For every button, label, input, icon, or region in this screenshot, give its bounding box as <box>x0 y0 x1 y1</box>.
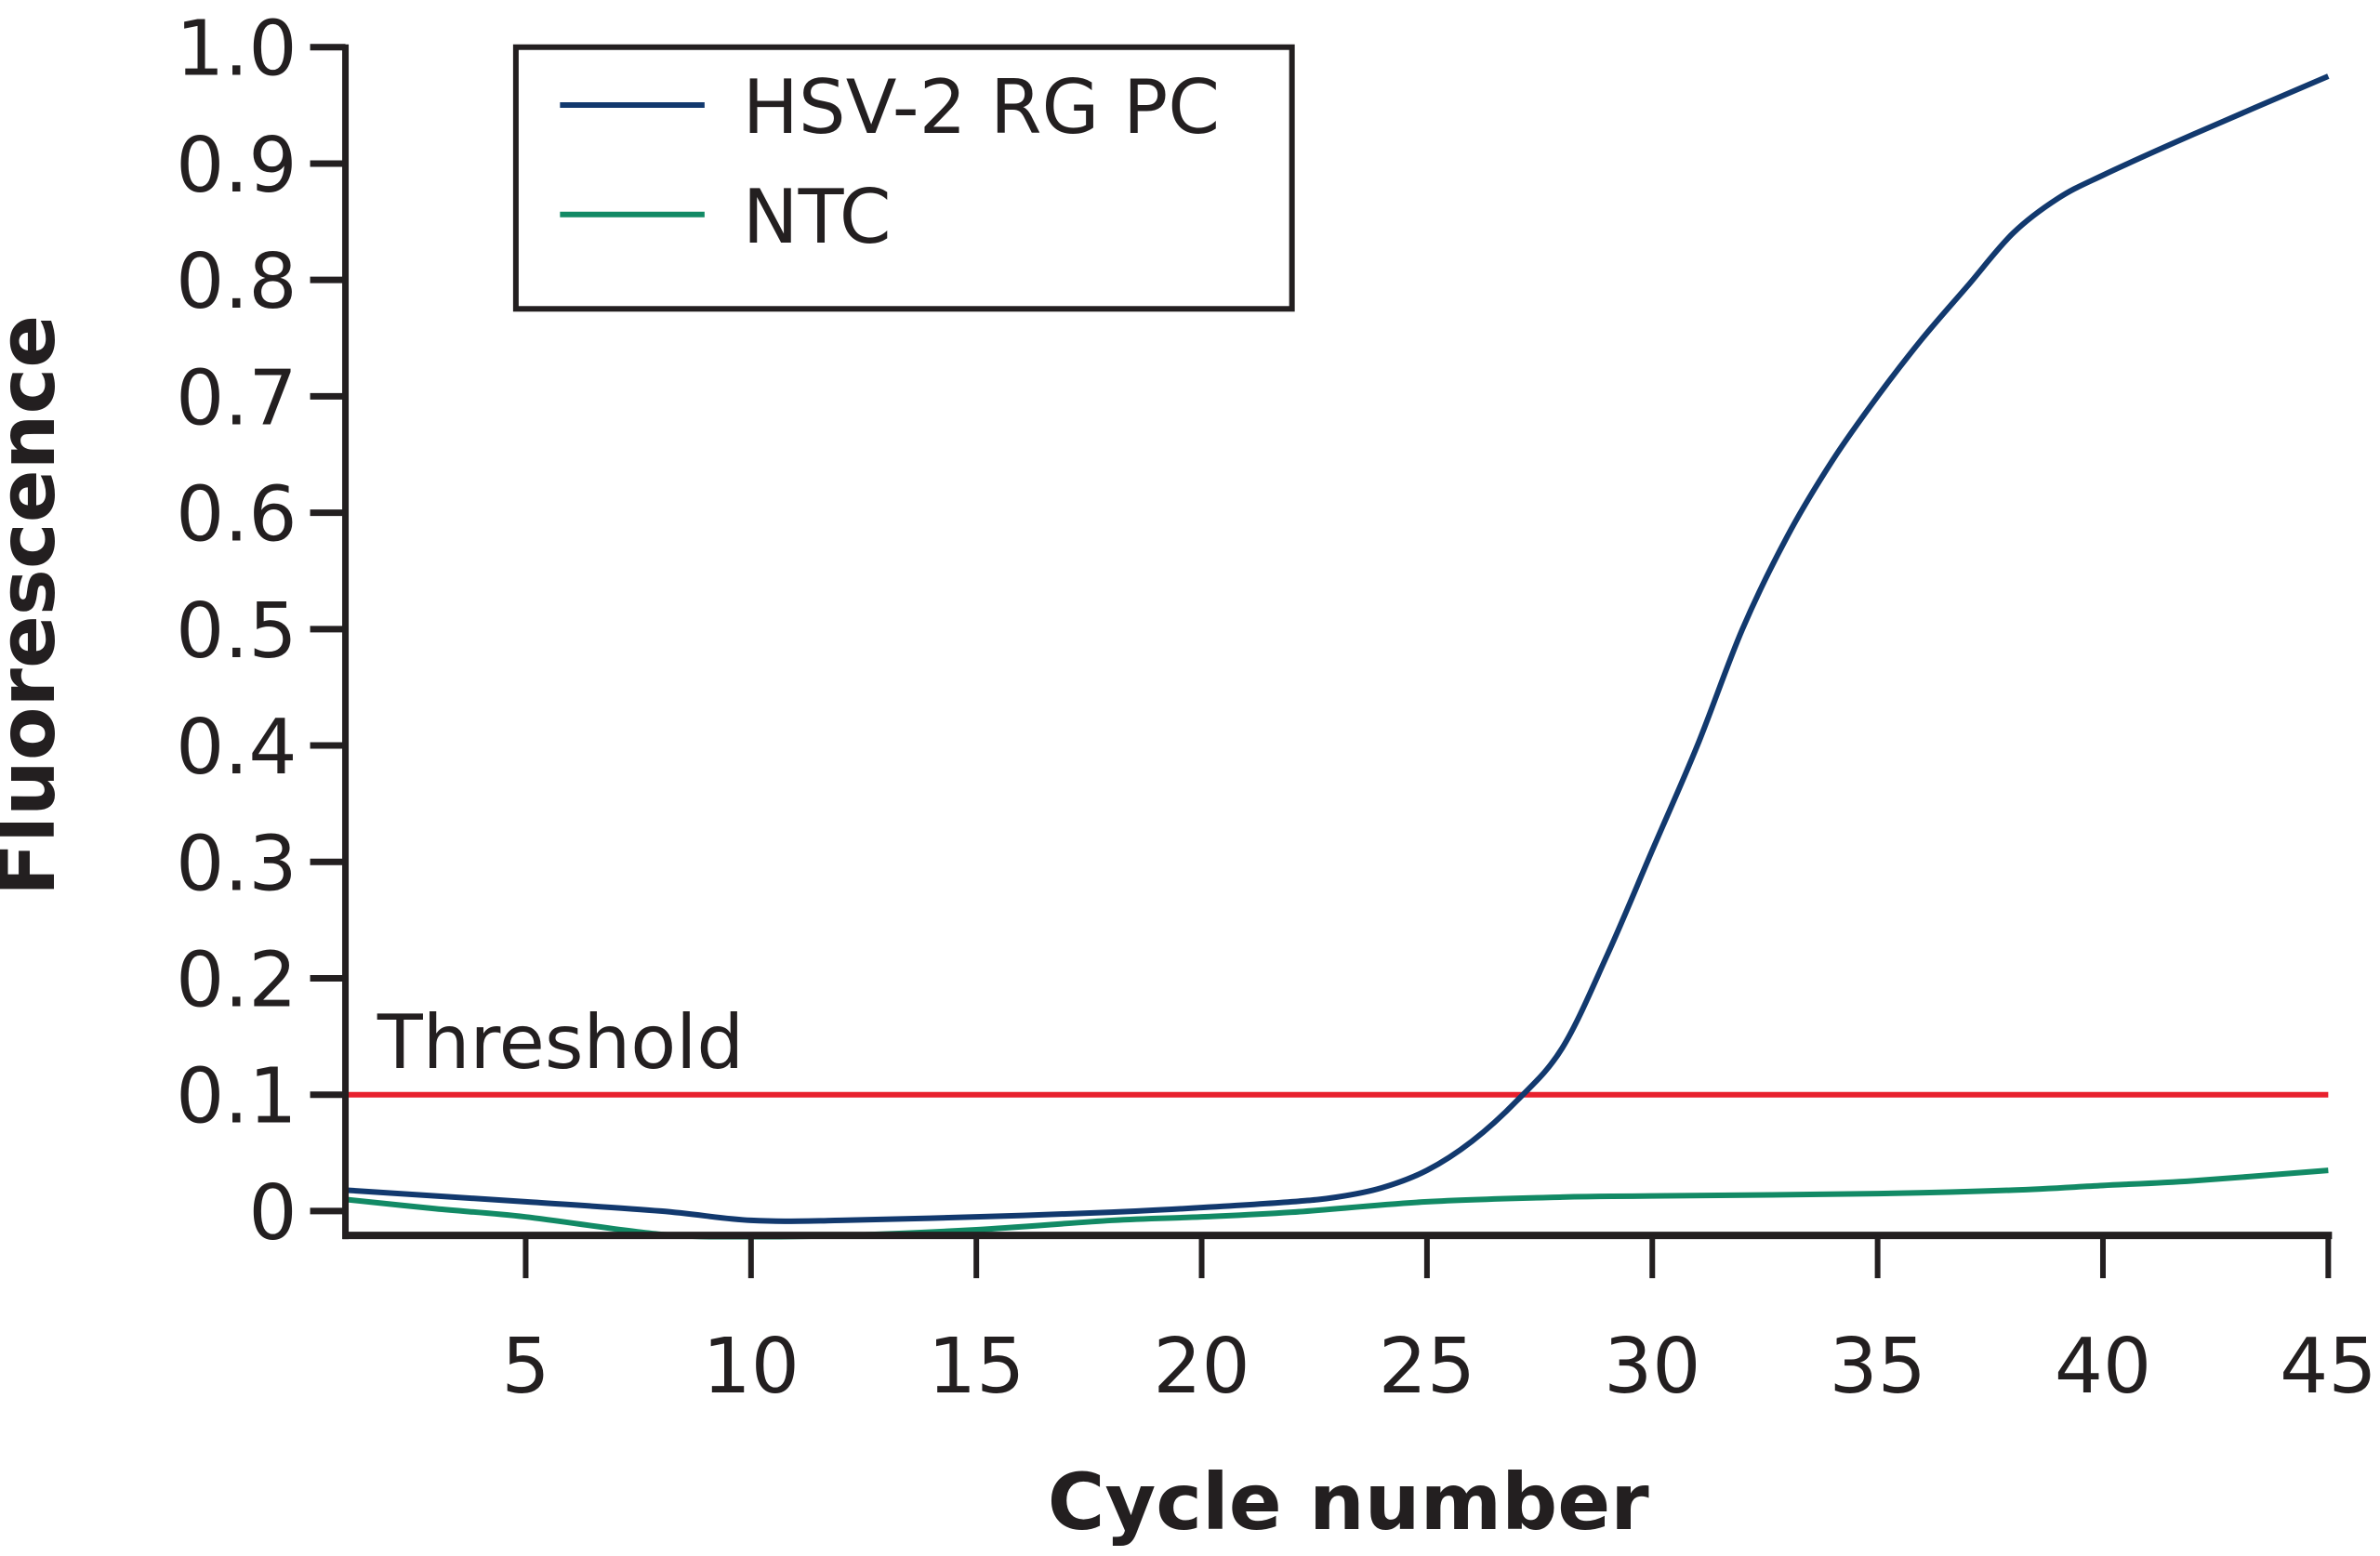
series-line-hsv2-rg-pc <box>345 73 2330 1224</box>
x-tick-label: 45 <box>2280 1323 2376 1411</box>
legend-box <box>512 44 1295 312</box>
legend-label-hsv2: HSV-2 RG PC <box>743 64 1220 151</box>
y-tick-label: 0.5 <box>176 587 297 676</box>
y-tick-label: 0 <box>248 1169 297 1258</box>
legend: HSV-2 RG PC NTC <box>512 44 1295 312</box>
y-tick-label: 0.2 <box>176 936 297 1024</box>
y-tick-label: 0.8 <box>176 238 297 326</box>
x-tick-label: 15 <box>928 1323 1025 1411</box>
y-tick-label: 0.3 <box>176 820 297 908</box>
y-tick-label: 0.9 <box>176 122 297 210</box>
x-tick-label: 20 <box>1153 1323 1250 1411</box>
y-tick-label: 1.0 <box>176 6 297 94</box>
x-axis-title: Cycle number <box>1048 1457 1649 1548</box>
y-tick-label: 0.4 <box>176 704 297 792</box>
y-tick-label: 0.6 <box>176 471 297 560</box>
threshold-label: Threshold <box>377 999 744 1086</box>
x-tick-label: 10 <box>703 1323 800 1411</box>
y-tick-label: 0.7 <box>176 354 297 442</box>
x-tick-label: 25 <box>1379 1323 1475 1411</box>
x-tick-label: 35 <box>1829 1323 1925 1411</box>
y-tick-label: 0.1 <box>176 1053 297 1141</box>
x-tick-label: 40 <box>2055 1323 2151 1411</box>
series-line-ntc <box>345 1167 2329 1240</box>
legend-label-ntc: NTC <box>743 174 892 260</box>
x-tick-label: 5 <box>501 1323 549 1411</box>
y-axis-title: Fluorescence <box>0 315 73 896</box>
x-tick-label: 30 <box>1604 1323 1700 1411</box>
